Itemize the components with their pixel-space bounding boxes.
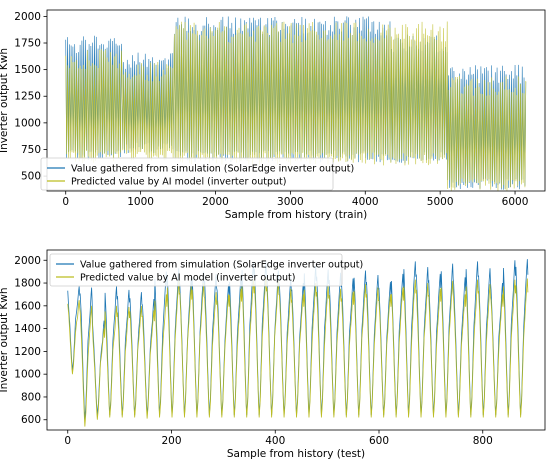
test-plot-area	[67, 259, 529, 427]
y-tick-label: 750	[21, 144, 41, 156]
train-legend-simulation-label: Value gathered from simulation (SolarEdg…	[71, 164, 354, 175]
y-tick-label: 1600	[14, 300, 41, 312]
x-tick-label: 6000	[502, 196, 529, 208]
test-legend-prediction-label: Predicted value by AI model (inverter ou…	[80, 273, 295, 284]
train-legend-prediction-label: Predicted value by AI model (inverter ou…	[71, 177, 286, 188]
y-tick-label: 1000	[14, 117, 41, 129]
y-tick-label: 500	[21, 171, 41, 183]
test-x-axis-label: Sample from history (test)	[227, 448, 365, 460]
test-y-ticks: 600 800 1000 1200 1400 1600 1800 2000	[14, 255, 47, 426]
train-y-axis-label: Inverter output Kwh	[0, 48, 10, 153]
train-chart: 0 1000 2000 3000 4000 5000 6000 500 750 1000 1250…	[0, 9, 546, 221]
y-tick-label: 2000	[14, 255, 41, 267]
x-tick-label: 4000	[352, 196, 379, 208]
train-y-ticks: 500 750 1000 1250 1500 1750 2000	[14, 11, 47, 183]
train-legend-box	[40, 157, 334, 191]
x-tick-label: 600	[369, 435, 389, 447]
y-tick-label: 1200	[14, 346, 41, 358]
y-tick-label: 800	[21, 391, 41, 403]
test-y-axis-label: Inverter output Kwh	[0, 287, 10, 392]
y-tick-label: 600	[21, 414, 41, 426]
y-tick-label: 1500	[14, 64, 41, 76]
y-tick-label: 1800	[14, 278, 41, 290]
test-chart: 0 200 400 600 800 600 800 1000 1200 1400 1600 1800…	[0, 249, 546, 460]
train-legend: Value gathered from simulation (SolarEdg…	[40, 157, 354, 191]
x-tick-label: 0	[64, 435, 71, 447]
test-x-ticks: 0 200 400 600 800	[64, 430, 493, 447]
y-tick-label: 1250	[14, 91, 41, 103]
y-tick-label: 1750	[14, 38, 41, 50]
x-tick-label: 0	[62, 196, 69, 208]
train-axes-frame	[46, 9, 546, 192]
y-tick-label: 1400	[14, 323, 41, 335]
test-prediction-line	[67, 277, 529, 427]
x-tick-label: 3000	[277, 196, 304, 208]
x-tick-label: 1000	[127, 196, 154, 208]
test-legend-simulation-label: Value gathered from simulation (SolarEdg…	[80, 260, 363, 271]
test-axes-frame	[46, 249, 546, 431]
train-x-ticks: 0 1000 2000 3000 4000 5000 6000	[62, 191, 528, 208]
y-tick-label: 2000	[14, 11, 41, 23]
x-tick-label: 200	[161, 435, 181, 447]
y-tick-label: 1000	[14, 369, 41, 381]
test-legend: Value gathered from simulation (SolarEdg…	[49, 253, 363, 287]
x-tick-label: 2000	[202, 196, 229, 208]
x-tick-label: 5000	[427, 196, 454, 208]
x-tick-label: 400	[265, 435, 285, 447]
x-tick-label: 800	[473, 435, 493, 447]
test-legend-box	[49, 253, 343, 287]
train-x-axis-label: Sample from history (train)	[225, 209, 368, 221]
